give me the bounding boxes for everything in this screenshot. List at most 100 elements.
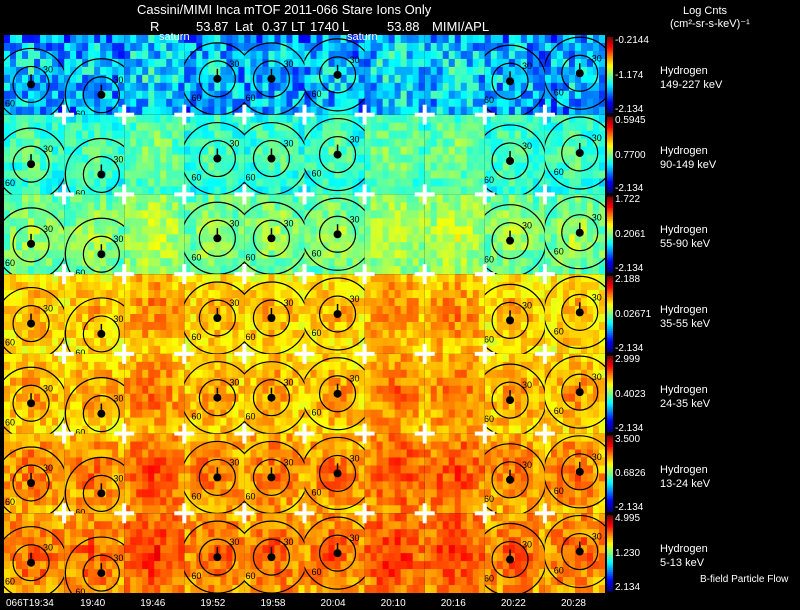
colorbar-0	[607, 37, 613, 113]
r-label: R	[150, 20, 159, 33]
saturn-marker	[213, 155, 221, 163]
colorbar-max: 0.5945	[615, 115, 646, 126]
cell-separator	[303, 503, 307, 523]
contour-label-30: 30	[350, 214, 360, 224]
contour-label-60: 60	[554, 167, 564, 177]
time-tick: 20:22	[501, 597, 526, 610]
channel-energy: 13-24 keV	[660, 478, 710, 491]
contour-label-30: 30	[522, 61, 532, 71]
cell-separator	[62, 184, 66, 204]
cell-r3-c6	[365, 274, 426, 354]
cell-separator	[543, 105, 547, 125]
cell-r1-c7	[425, 115, 486, 195]
cell-separator	[303, 105, 307, 125]
saturn-marker	[97, 410, 105, 418]
contour-label-30: 30	[43, 144, 53, 154]
cell-separator	[182, 503, 186, 523]
saturn-marker	[576, 468, 584, 476]
contour-label-30: 30	[43, 463, 53, 473]
contour-label-30: 30	[350, 374, 360, 384]
cell-separator	[543, 503, 547, 523]
cell-separator	[363, 264, 367, 284]
cell-r2-c7	[425, 194, 486, 274]
time-tick: 066T19:34	[6, 597, 54, 610]
cell-r4-c6	[365, 354, 426, 434]
cell-separator	[182, 184, 186, 204]
cell-separator	[423, 184, 427, 204]
saturn-marker	[334, 151, 342, 159]
colorbar-min: -2.134	[615, 263, 643, 274]
contour-label-30: 30	[229, 218, 239, 228]
cell-separator	[483, 105, 487, 125]
cell-r3-c2	[124, 274, 185, 354]
saturn-marker	[506, 556, 514, 564]
contour-label-60: 60	[245, 571, 255, 581]
contour-label-30: 30	[229, 457, 239, 467]
saturn-marker	[267, 553, 275, 561]
saturn-marker	[267, 473, 275, 481]
cell-r0-c7	[425, 35, 486, 115]
saturn-marker	[27, 399, 35, 407]
saturn-marker	[27, 320, 35, 328]
contour-label-60: 60	[312, 169, 322, 179]
contour-label-60: 60	[484, 95, 494, 105]
cell-r1-c5: 30 60	[302, 115, 374, 195]
saturn-marker	[576, 308, 584, 316]
time-tick: 20:04	[321, 597, 346, 610]
cell-separator	[423, 503, 427, 523]
cell-separator	[122, 344, 126, 364]
contour-label-30: 30	[350, 533, 360, 543]
cell-separator	[62, 424, 66, 444]
r-value: 53.87	[196, 20, 229, 33]
contour-label-60: 60	[191, 93, 201, 103]
contour-label-30: 30	[592, 372, 602, 382]
contour-label-30: 30	[43, 543, 53, 553]
time-tick: 19:58	[260, 597, 285, 610]
saturn-marker	[97, 171, 105, 179]
saturn-marker	[27, 240, 35, 248]
cell-separator	[62, 503, 66, 523]
time-tick: 19:52	[200, 597, 225, 610]
cell-r1-c2	[124, 115, 185, 195]
cell-r2-c6	[365, 194, 426, 274]
cell-separator	[303, 424, 307, 444]
cell-separator	[363, 503, 367, 523]
contour-label-60: 60	[75, 587, 85, 597]
colorbar-min: -2.134	[615, 502, 643, 513]
saturn-marker	[576, 149, 584, 157]
contour-label-30: 30	[229, 378, 239, 388]
contour-label-30: 30	[350, 294, 360, 304]
saturn-marker	[334, 230, 342, 238]
legend-note: B-field Particle Flow	[700, 573, 788, 586]
l-value: 53.88	[387, 20, 420, 33]
channel-energy: 55-90 keV	[660, 238, 710, 251]
contour-label-60: 60	[5, 258, 15, 268]
contour-label-60: 60	[554, 326, 564, 336]
colorbar-3	[607, 276, 613, 352]
saturn-marker	[27, 479, 35, 487]
saturn-marker	[97, 250, 105, 258]
contour-label-30: 30	[283, 59, 293, 69]
cell-separator	[543, 184, 547, 204]
contour-label-30: 30	[283, 537, 293, 547]
chart-title: Cassini/MIMI Inca mTOF 2011-066 Stare Io…	[137, 3, 431, 16]
colorbar-units-line2: (cm²-sr-s-keV)⁻¹	[670, 18, 750, 31]
contour-label-30: 30	[350, 135, 360, 145]
cell-separator	[122, 184, 126, 204]
saturn-marker	[267, 75, 275, 83]
channel-species: Hydrogen	[660, 65, 708, 78]
cell-r2-c2	[124, 194, 185, 274]
contour-label-30: 30	[283, 378, 293, 388]
time-tick: 20:16	[441, 597, 466, 610]
contour-label-30: 30	[229, 537, 239, 547]
